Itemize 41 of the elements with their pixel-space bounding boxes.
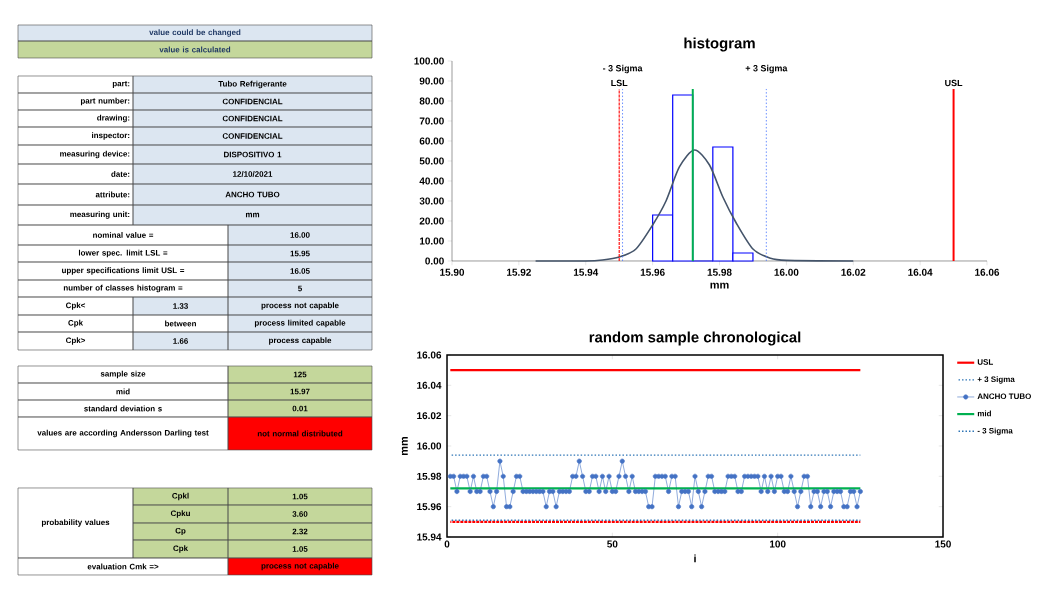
y-tick-label: 80.00: [419, 97, 444, 105]
x-tick-label: 15.98: [707, 268, 732, 276]
x-tick-label: 15.90: [440, 268, 465, 276]
chart-title: random sample chronological: [589, 331, 801, 346]
y-tick-label: 10.00: [419, 237, 444, 245]
y-tick-label: 16.02: [417, 412, 442, 420]
x-tick-label: 15.92: [507, 268, 531, 276]
y-tick-label: 15.96: [417, 503, 442, 511]
y-tick-label: 0.00: [425, 257, 444, 265]
x-tick-label: 16.00: [774, 268, 799, 276]
y-tick-label: 100.00: [414, 57, 444, 65]
line-series: [534, 149, 855, 262]
y-tick-label: 50.00: [419, 157, 444, 165]
y-tick-label: 90.00: [419, 77, 444, 85]
chart-title: histogram: [684, 37, 755, 52]
x-tick-label: 100: [769, 540, 786, 548]
ref-line-label: + 3 Sigma: [745, 64, 788, 74]
y-tick-label: 15.98: [417, 472, 442, 480]
y-axis-title: mm: [401, 436, 408, 456]
x-axis-title: mm: [710, 282, 729, 289]
x-tick-label: 16.06: [975, 268, 1000, 276]
y-tick-label: 30.00: [419, 197, 444, 205]
ref-line-label: LSL: [611, 79, 628, 87]
y-tick-label: 20.00: [419, 217, 444, 225]
x-tick-label: 0: [444, 540, 450, 548]
y-tick-label: 16.06: [417, 351, 442, 359]
x-tick-label: 15.96: [640, 268, 665, 276]
x-tick-label: 16.04: [908, 268, 933, 276]
ref-line-label: USL: [945, 79, 963, 87]
y-tick-label: 40.00: [419, 177, 444, 185]
y-tick-label: 15.94: [417, 533, 442, 541]
x-tick-label: 16.02: [841, 268, 866, 276]
x-axis-title: i: [694, 554, 696, 563]
x-tick-label: 50: [607, 540, 618, 548]
ref-line-label: - 3 Sigma: [602, 64, 643, 74]
y-tick-label: 16.04: [417, 381, 442, 389]
y-tick-label: 16.00: [417, 442, 442, 450]
y-tick-label: 70.00: [419, 117, 444, 125]
x-tick-label: 15.94: [573, 268, 599, 276]
x-tick-label: 150: [935, 540, 951, 548]
y-tick-label: 60.00: [419, 137, 444, 145]
